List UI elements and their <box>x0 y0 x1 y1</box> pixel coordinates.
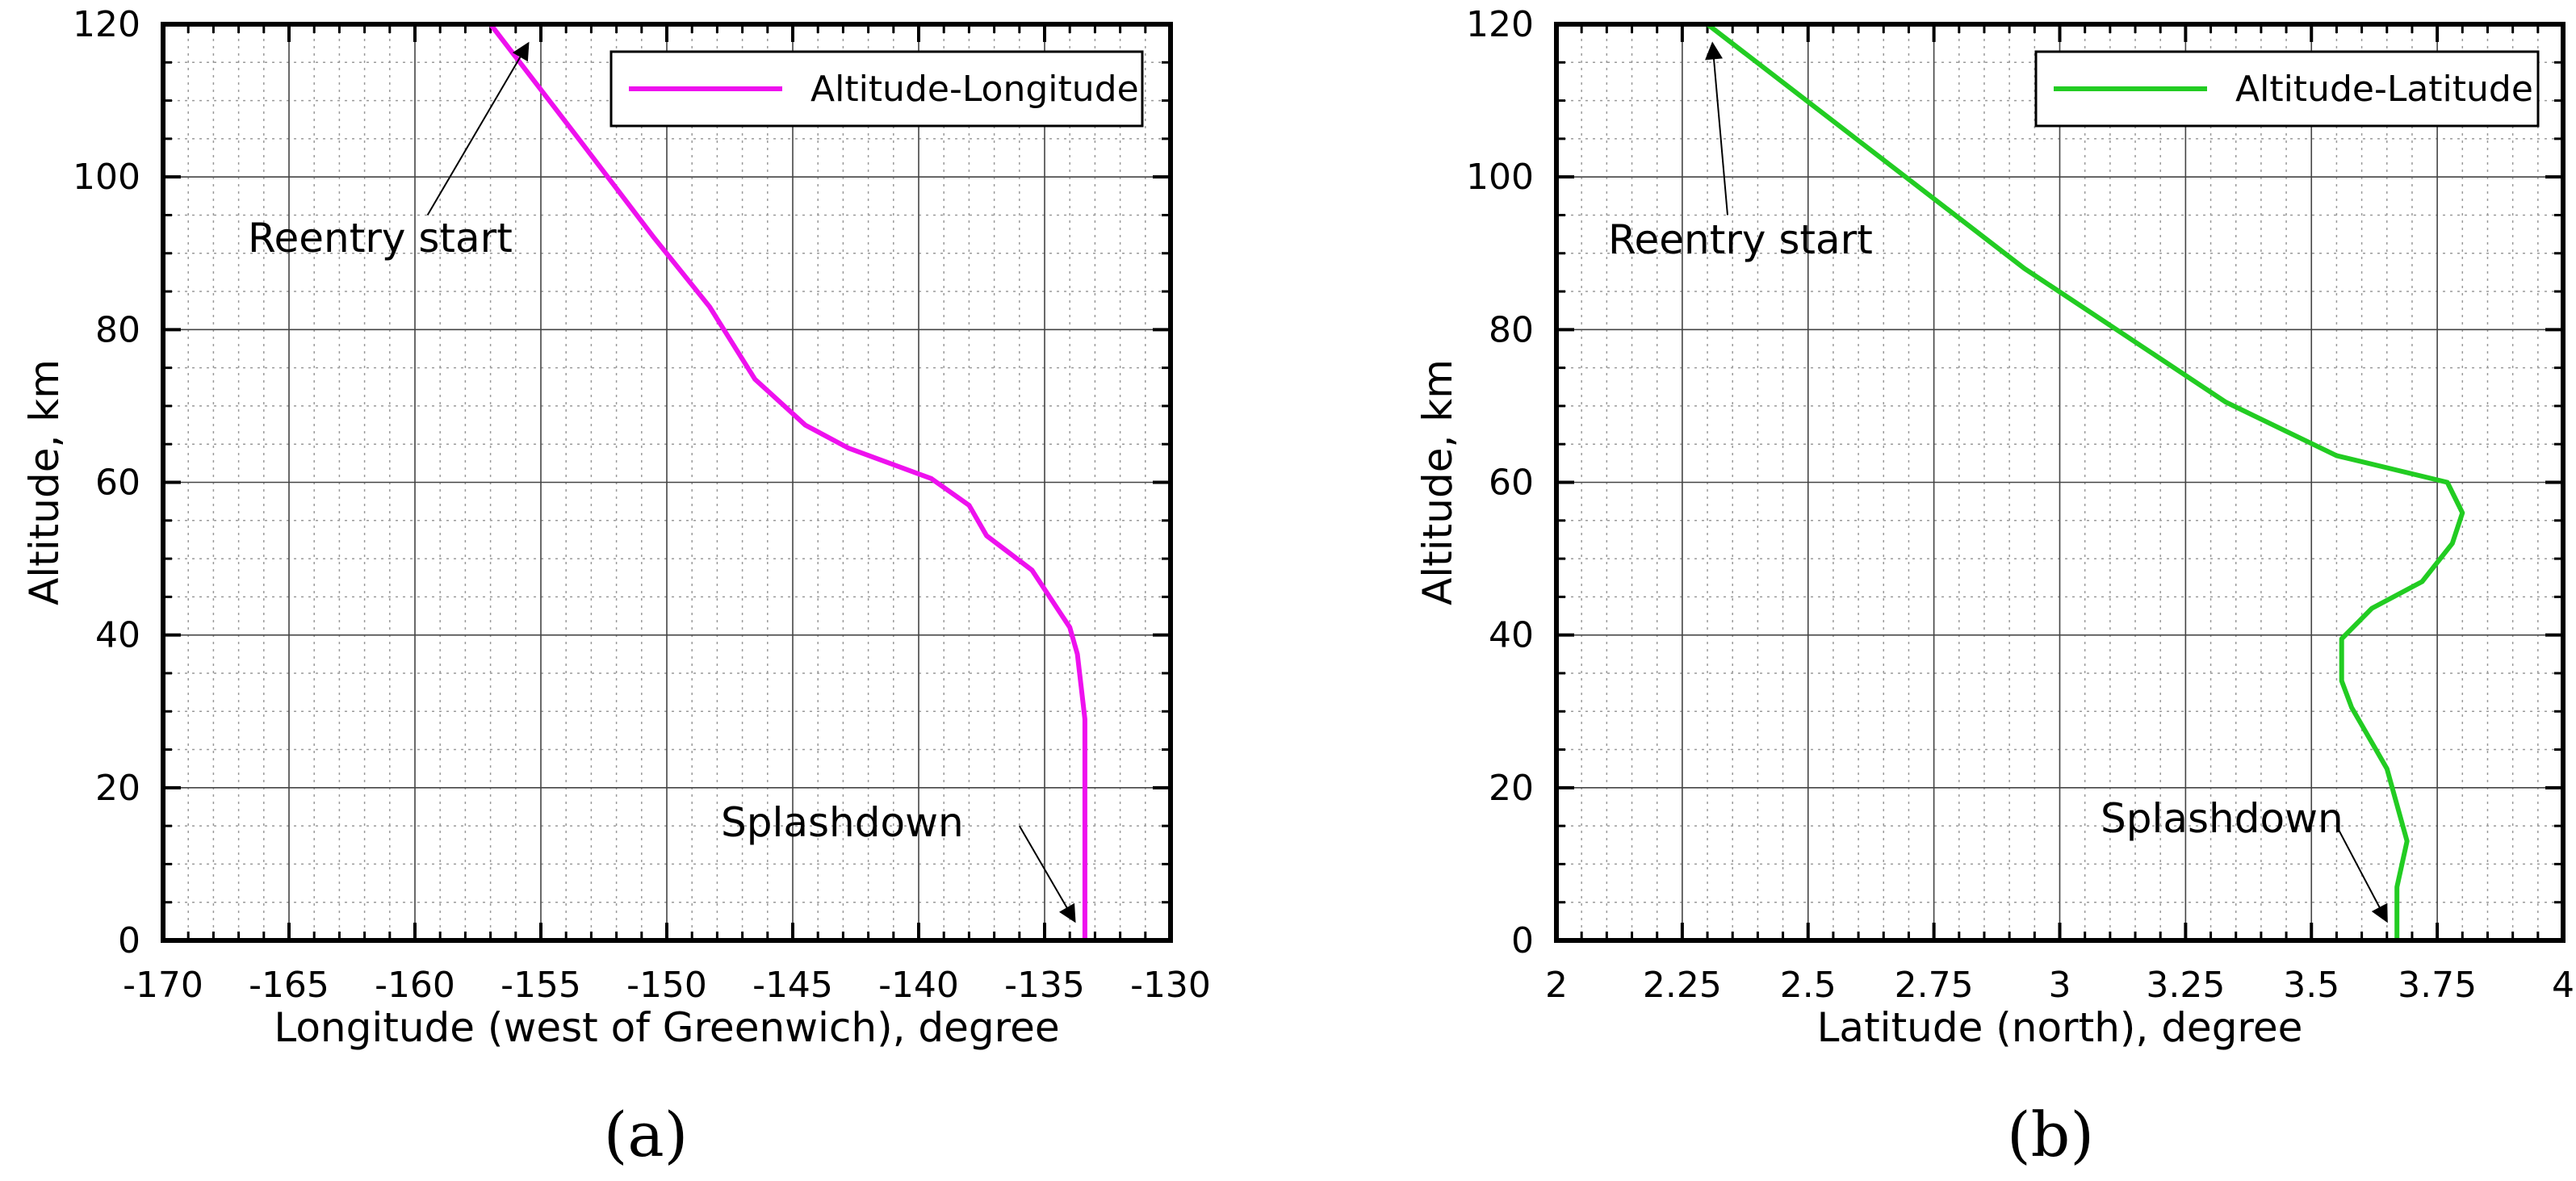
x-tick-label: 3.25 <box>2146 965 2225 1006</box>
annotation-arrow <box>2335 825 2388 923</box>
y-tick-label: 80 <box>95 309 140 350</box>
annotation-label: Splashdown <box>2101 795 2344 842</box>
y-tick-label: 100 <box>73 157 140 198</box>
annotation-label: Reentry start <box>1608 216 1873 263</box>
x-tick-label: 2 <box>1545 965 1568 1006</box>
x-tick-label: 2.75 <box>1895 965 1974 1006</box>
x-tick-label: 2.5 <box>1780 965 1837 1006</box>
x-tick-label: -130 <box>1130 965 1211 1006</box>
y-tick-label: 0 <box>1511 920 1534 961</box>
series-line-altitude-longitude <box>488 22 1087 943</box>
panel-label-a: (a) <box>604 1099 689 1171</box>
y-tick-label: 20 <box>95 768 140 809</box>
x-tick-label: 3 <box>2049 965 2071 1006</box>
series-line-altitude-latitude <box>1705 22 2465 943</box>
y-tick-label: 100 <box>1466 157 1534 198</box>
legend-label: Altitude-Latitude <box>2235 69 2533 110</box>
x-axis-label: Latitude (north), degree <box>1817 1004 2303 1051</box>
annotation-label: Splashdown <box>721 799 964 846</box>
y-axis-label: Altitude, km <box>1414 359 1461 605</box>
annotation-arrow <box>426 41 530 216</box>
annotation-arrow <box>1705 41 1728 216</box>
y-tick-label: 80 <box>1489 309 1534 350</box>
chart-panel-a: -170 -165 -160 -155 -150 -145 -140 -135 -130 0 20 4… <box>21 4 1211 1051</box>
y-tick-label: 20 <box>1489 768 1534 809</box>
x-tick-label: 3.75 <box>2398 965 2477 1006</box>
x-tick-label: 2.25 <box>1643 965 1722 1006</box>
x-axis-label: Longitude (west of Greenwich), degree <box>274 1004 1059 1051</box>
x-tick-label: 3.5 <box>2283 965 2339 1006</box>
legend-label: Altitude-Longitude <box>810 69 1139 110</box>
y-tick-label: 60 <box>1489 463 1534 504</box>
x-tick-label: -145 <box>752 965 833 1006</box>
y-tick-label: 40 <box>1489 615 1534 656</box>
x-tick-label: 4 <box>2552 965 2574 1006</box>
x-tick-label: -155 <box>501 965 581 1006</box>
panel-label-b: (b) <box>2007 1099 2094 1171</box>
chart-panel-b: 2 2.25 2.5 2.75 3 3.25 3.5 3.75 4020406080100120… <box>1414 4 2574 1051</box>
annotation-label: Reentry start <box>248 215 513 262</box>
y-tick-label: 120 <box>73 4 140 45</box>
x-tick-label: -135 <box>1004 965 1085 1006</box>
x-tick-label: -170 <box>123 965 203 1006</box>
y-tick-label: 120 <box>1466 4 1534 45</box>
x-tick-label: -150 <box>626 965 707 1006</box>
y-axis-label: Altitude, km <box>21 359 68 605</box>
annotation-arrow <box>1018 825 1076 923</box>
y-tick-label: 40 <box>95 615 140 656</box>
y-tick-label: 0 <box>118 920 140 961</box>
x-tick-label: -160 <box>375 965 455 1006</box>
x-tick-label: -165 <box>249 965 329 1006</box>
plot-frame <box>1554 22 2566 943</box>
x-tick-label: -140 <box>878 965 959 1006</box>
plot-frame <box>161 22 1173 943</box>
y-tick-label: 60 <box>95 463 140 504</box>
